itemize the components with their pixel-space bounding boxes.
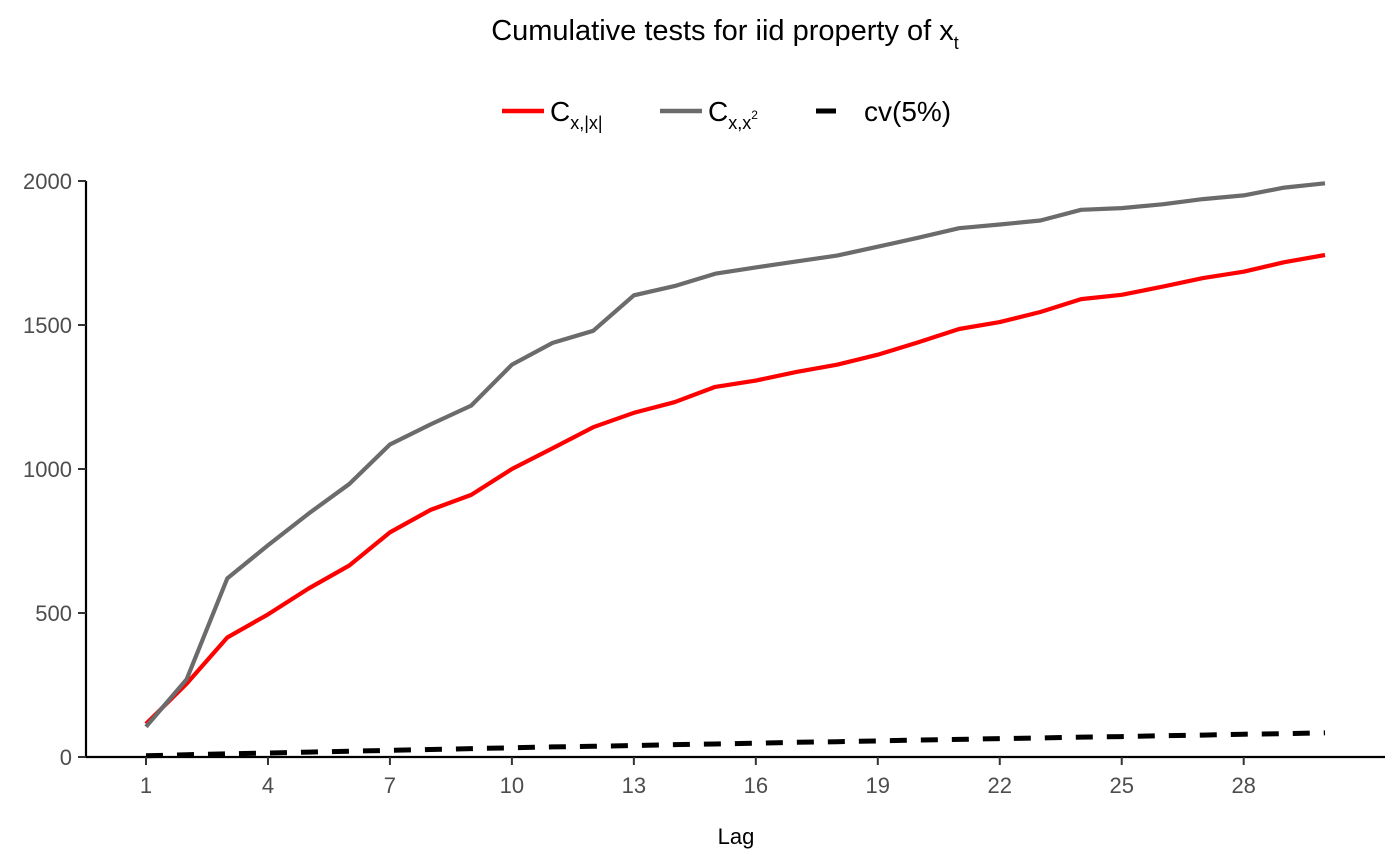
x-axis-title: Lag: [718, 824, 755, 849]
x-tick-label: 25: [1109, 773, 1133, 798]
chart-title: Cumulative tests for iid property of xt: [491, 15, 959, 53]
legend-label-0: Cx,|x|: [550, 96, 603, 133]
series-line-0: [144, 252, 1326, 726]
y-tick-label: 500: [35, 601, 72, 626]
x-tick-label: 7: [384, 773, 396, 798]
x-tick-label: 13: [622, 773, 646, 798]
legend-label-1: Cx,x2: [708, 96, 758, 133]
series-line-2: [145, 730, 1326, 759]
x-ticks: 1 4 7 10 13 16 19 22 25 28: [140, 757, 1256, 798]
legend: Cx,|x| Cx,x2 cv(5%): [502, 96, 951, 133]
x-tick-label: 4: [262, 773, 274, 798]
y-tick-label: 1000: [23, 457, 72, 482]
y-tick-label: 0: [60, 745, 72, 770]
y-ticks: 0 500 1000 1500 2000: [23, 169, 86, 770]
x-tick-label: 19: [866, 773, 890, 798]
x-tick-label: 1: [140, 773, 152, 798]
x-tick-label: 28: [1231, 773, 1255, 798]
x-tick-label: 16: [744, 773, 768, 798]
plot-area: [144, 181, 1326, 759]
series-line-1: [144, 181, 1326, 729]
y-tick-label: 1500: [23, 313, 72, 338]
x-tick-label: 22: [988, 773, 1012, 798]
x-tick-label: 10: [500, 773, 524, 798]
y-tick-label: 2000: [23, 169, 72, 194]
legend-label-2: cv(5%): [864, 96, 951, 127]
